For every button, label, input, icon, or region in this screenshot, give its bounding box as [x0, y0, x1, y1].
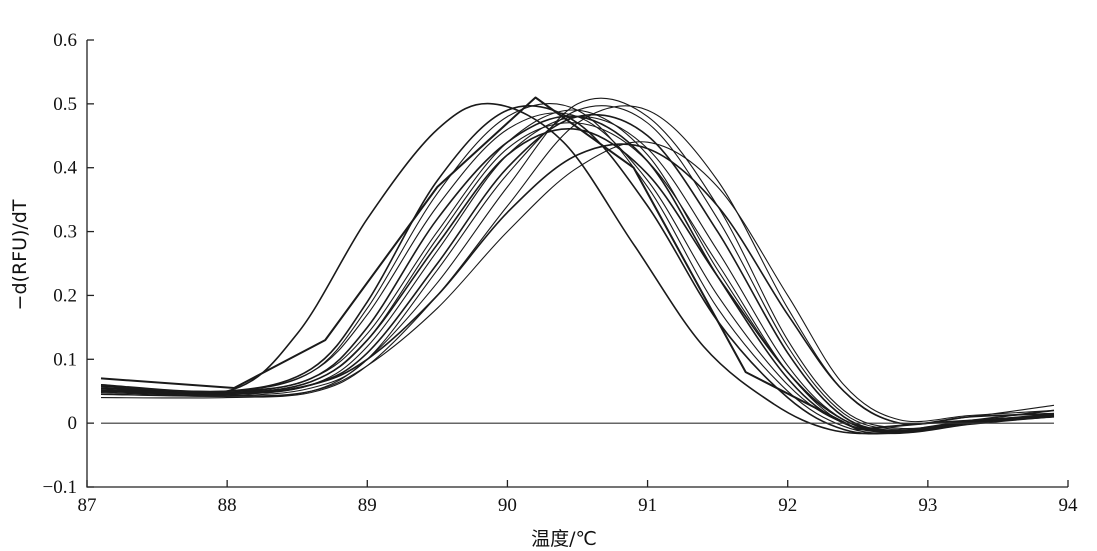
- melt-curves: [100, 96, 1055, 435]
- melt-curve-series-14: [100, 141, 1055, 423]
- y-tick-label: 0.4: [53, 158, 77, 179]
- y-tick-label: 0.1: [53, 349, 77, 370]
- x-tick-label: 94: [1059, 495, 1079, 516]
- x-tick-label: 89: [358, 495, 377, 516]
- y-tick-label: 0: [68, 413, 78, 434]
- x-axis-title: 温度/℃: [531, 528, 597, 550]
- y-tick-label: 0.6: [53, 30, 77, 51]
- y-axis-title: −d(RFU)/dT: [9, 199, 31, 310]
- x-tick-label: 88: [218, 495, 237, 516]
- melt-curve-series-15: [100, 105, 1055, 425]
- axis-frame: [86, 40, 1068, 488]
- melt-curve-series-16: [100, 128, 1055, 432]
- y-tick-label: 0.3: [53, 222, 77, 243]
- x-tick-label: 90: [498, 495, 517, 516]
- melt-curve-series-12: [100, 97, 1055, 430]
- x-tick-label: 93: [918, 495, 937, 516]
- melt-curve-series-8: [100, 102, 1055, 435]
- x-tick-label: 92: [778, 495, 797, 516]
- x-axis-ticks: 87 88 89 90 91 92 93 94: [78, 480, 1079, 516]
- y-tick-label: −0.1: [43, 477, 77, 498]
- melt-curve-series-9: [100, 109, 1055, 432]
- x-tick-label: 91: [638, 495, 657, 516]
- y-tick-label: 0.5: [53, 94, 77, 115]
- melt-curve-series-11: [100, 105, 1055, 431]
- melt-curve-series-2: [100, 96, 1055, 431]
- melt-curve-series-1: [100, 102, 1055, 435]
- x-tick-label: 87: [78, 495, 97, 516]
- y-tick-label: 0.2: [53, 285, 77, 306]
- axes: [86, 40, 1068, 488]
- y-axis-ticks: −0.1 0 0.1 0.2 0.3 0.4 0.5 0.6: [43, 30, 94, 498]
